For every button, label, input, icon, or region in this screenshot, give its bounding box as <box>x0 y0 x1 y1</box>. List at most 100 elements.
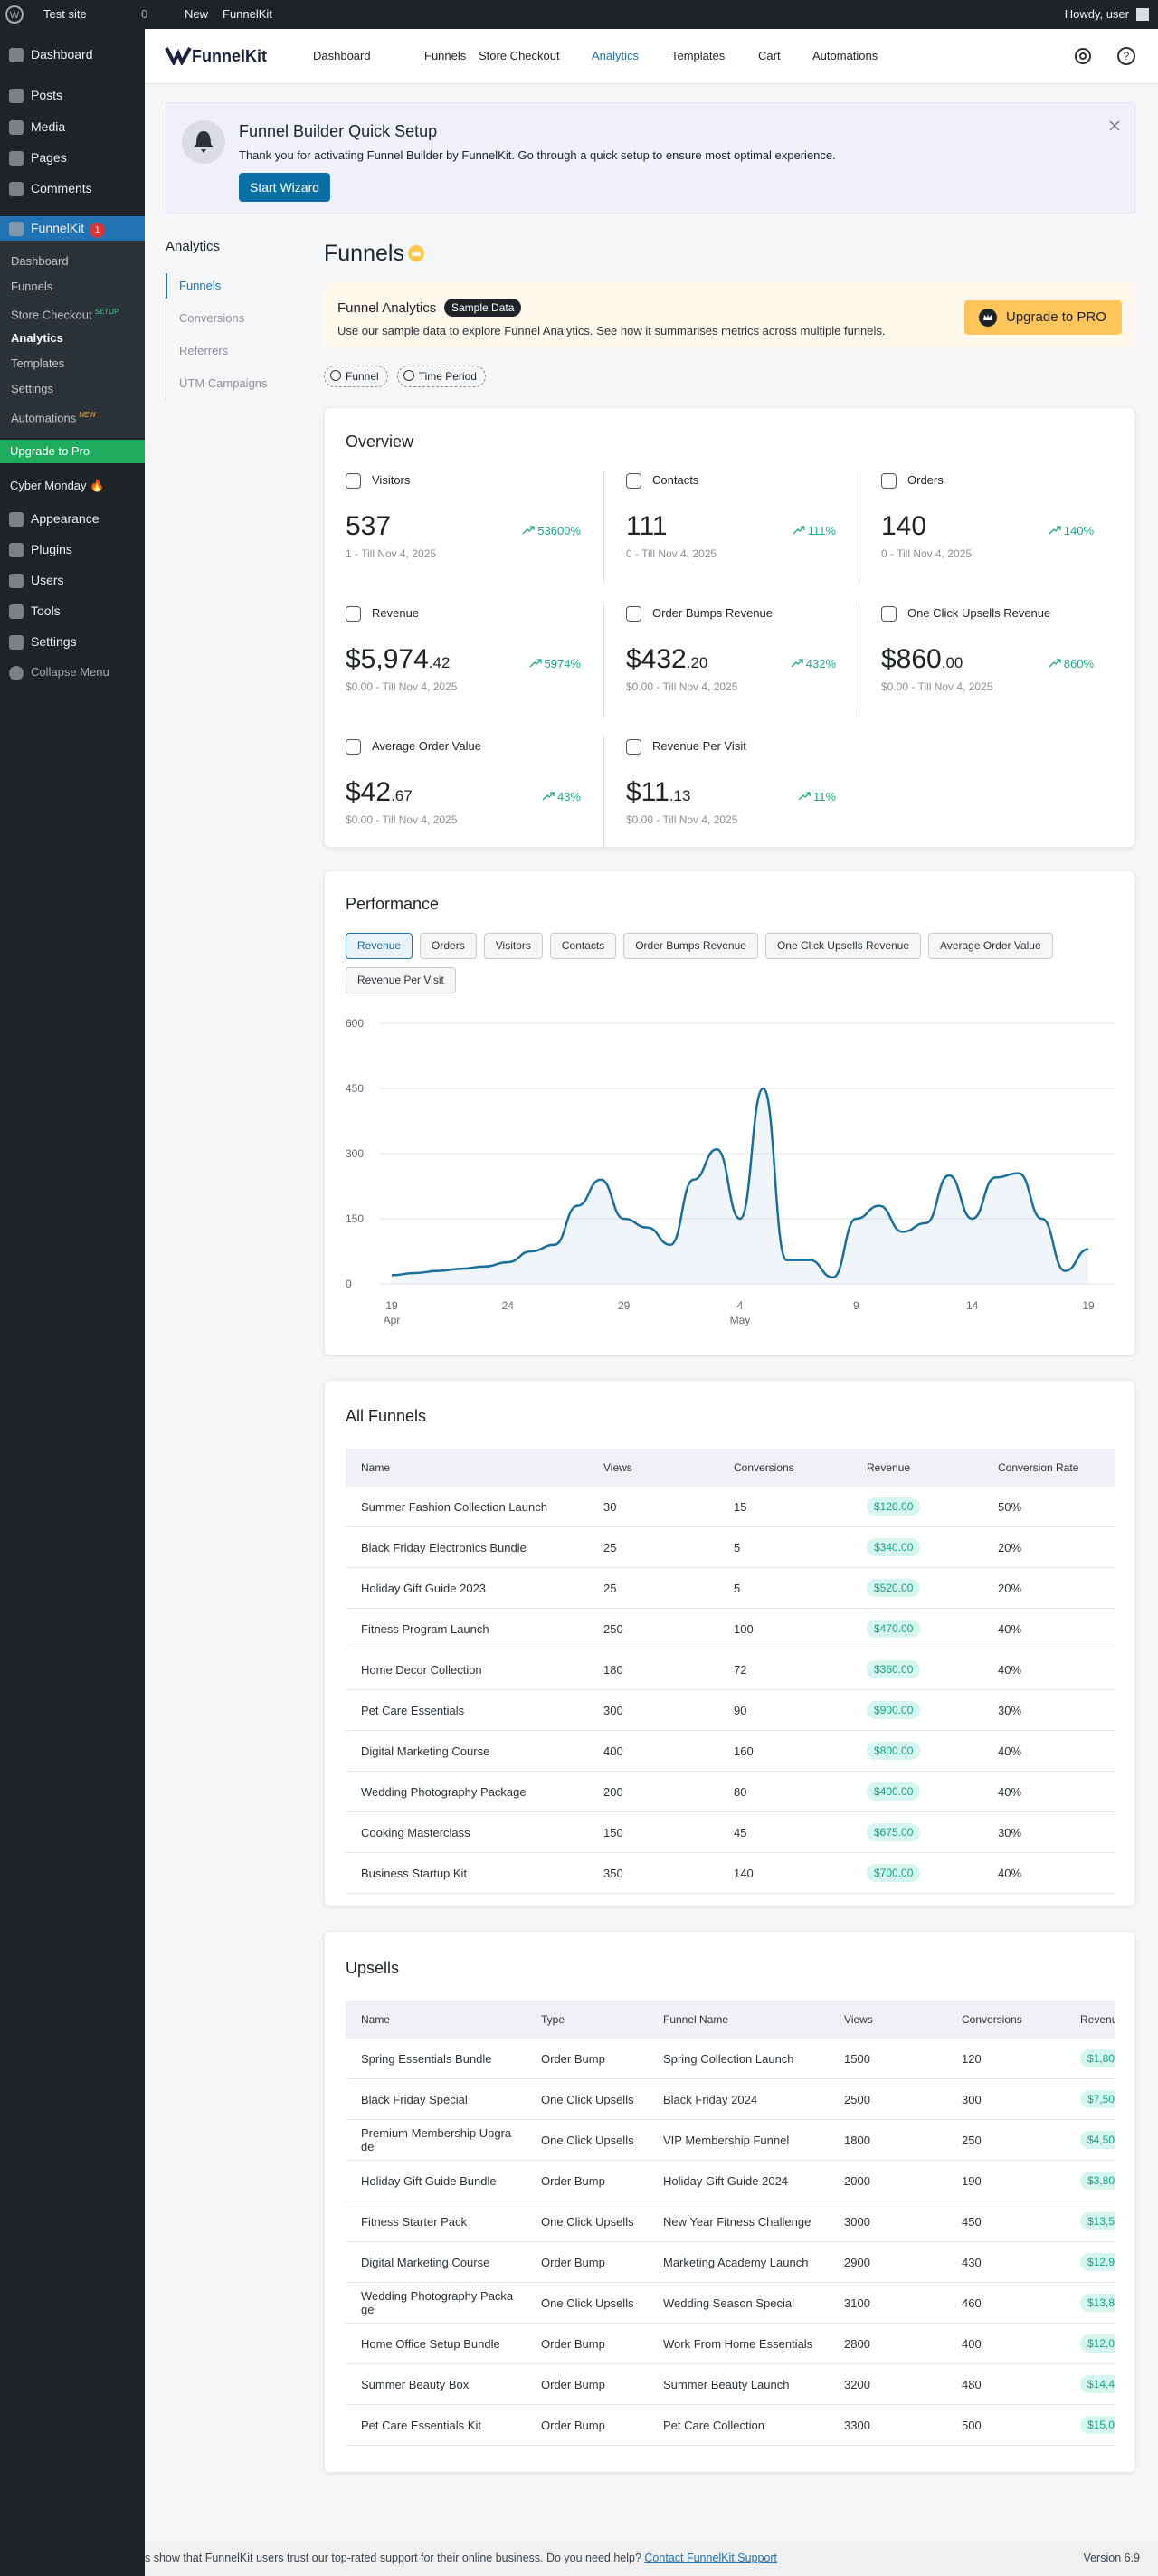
analytics-nav-item[interactable]: Funnels <box>179 279 222 292</box>
upgrade-menu[interactable]: Upgrade to Pro <box>0 440 145 463</box>
funnel-row[interactable]: Black Friday Electronics Bundle 25 5 $340.0… <box>346 1526 1115 1568</box>
wp-logo[interactable]: W <box>5 5 24 24</box>
metric-tab[interactable]: Revenue <box>346 933 413 959</box>
cell: 80 <box>718 1771 851 1812</box>
new-link[interactable]: New <box>185 7 209 21</box>
upgrade-button[interactable]: Upgrade to PRO <box>964 300 1122 335</box>
metric-tab[interactable]: Orders <box>420 933 477 959</box>
plugin-link[interactable]: FunnelKit <box>223 7 272 21</box>
help-icon[interactable]: ? <box>1116 46 1136 66</box>
analytics-nav-item[interactable]: UTM Campaigns <box>179 376 268 390</box>
nav-item[interactable]: Cart <box>758 49 781 62</box>
funnel-row[interactable]: Summer Fashion Collection Launch 30 15 $120… <box>346 1487 1115 1527</box>
submenu-item[interactable]: Analytics <box>11 330 145 347</box>
upsell-row[interactable]: Wedding Photography Package One Click Ups… <box>346 2282 1115 2324</box>
support-link[interactable]: Contact FunnelKit Support <box>644 2552 778 2564</box>
metric-value: 140 <box>881 511 926 542</box>
nav-item[interactable]: Automations <box>812 49 878 62</box>
nav-item[interactable]: Analytics <box>592 49 640 62</box>
menu-item[interactable]: Posts <box>0 84 145 106</box>
submenu-item[interactable]: Settings <box>11 381 145 397</box>
funnel-row[interactable]: Home Decor Collection 180 72 $360.00 40% <box>346 1649 1115 1690</box>
upsell-row[interactable]: Home Office Setup Bundle Order Bump Work F… <box>346 2323 1115 2364</box>
metric-tab[interactable]: One Click Upsells Revenue <box>764 933 922 959</box>
submenu-item[interactable]: Dashboard <box>11 253 145 270</box>
upsell-row[interactable]: Black Friday Special One Click Upsells Bla… <box>346 2078 1115 2120</box>
funnel-row[interactable]: Cooking Masterclass 150 45 $675.00 30% <box>346 1811 1115 1853</box>
brand-name[interactable]: FunnelKit <box>192 47 267 65</box>
upsell-row[interactable]: Digital Marketing Course Order Bump Market… <box>346 2241 1115 2283</box>
upsell-row[interactable]: Fitness Starter Pack One Click Upsells New… <box>346 2201 1115 2242</box>
upsell-row[interactable]: Premium Membership Upgrade One Click Upse… <box>346 2119 1115 2161</box>
menu-item[interactable]: Pages <box>0 147 145 168</box>
nav-item[interactable]: Store Checkout <box>479 49 560 62</box>
trend-arrow <box>1049 526 1061 535</box>
submenu-item[interactable]: Templates <box>11 356 145 372</box>
cell: One Click Upsells <box>526 2078 648 2120</box>
cell: 1500 <box>829 2039 946 2079</box>
nav-item[interactable]: Funnels <box>424 49 467 62</box>
promo-menu[interactable]: Cyber Monday 🔥 <box>10 479 105 492</box>
funnel-row[interactable]: Wedding Photography Package 200 80 $400.00 4… <box>346 1771 1115 1812</box>
greeting[interactable]: Howdy, user <box>1064 7 1129 21</box>
cell-text: 20% <box>998 1540 1022 1554</box>
cell-text: 25 <box>603 1540 617 1554</box>
metric-label: Visitors <box>372 473 411 487</box>
menu-item[interactable]: Appearance <box>0 508 145 529</box>
metric-label: Order Bumps Revenue <box>652 606 773 620</box>
menu-item[interactable]: Dashboard <box>0 43 145 65</box>
plugin-menu[interactable]: FunnelKit 1 <box>0 216 145 241</box>
filter-chip[interactable]: Time Period <box>396 366 486 387</box>
nav-item[interactable]: Dashboard <box>313 49 371 62</box>
submenu-item[interactable]: Automations NEW <box>11 407 145 426</box>
metric-tab[interactable]: Average Order Value <box>928 933 1053 959</box>
funnel-row[interactable]: Pet Care Essentials 300 90 $900.00 30% <box>346 1689 1115 1731</box>
metric-change: 53600% <box>522 524 581 537</box>
settings-icon[interactable] <box>1073 46 1093 66</box>
cell-text: Digital Marketing Course <box>361 1744 490 1758</box>
funnel-row[interactable]: Business Startup Kit 350 140 $700.00 40% <box>346 1852 1115 1894</box>
funnel-row[interactable]: Digital Marketing Course 400 160 $800.00 40% <box>346 1730 1115 1772</box>
menu-item[interactable]: Plugins <box>0 538 145 560</box>
upsell-row[interactable]: Summer Beauty Box Order Bump Summer Beauty… <box>346 2363 1115 2405</box>
cell: Order Bump <box>526 2363 648 2405</box>
filter-chip[interactable]: Funnel <box>324 366 388 387</box>
upsell-row[interactable]: Pet Care Essentials Kit Order Bump Pet Car… <box>346 2404 1115 2446</box>
funnel-row[interactable]: Holiday Gift Guide 2023 25 5 $520.00 20% <box>346 1567 1115 1609</box>
metric-tab[interactable]: Contacts <box>549 933 617 959</box>
metric-value: $42.67 <box>346 777 413 808</box>
analytics-nav-item[interactable]: Referrers <box>179 344 229 357</box>
metric-tab[interactable]: Visitors <box>483 933 543 959</box>
upsell-row[interactable]: Holiday Gift Guide Bundle Order Bump Holid… <box>346 2160 1115 2201</box>
menu-item[interactable]: Settings <box>0 631 145 652</box>
cell: Fitness Program Launch <box>346 1608 588 1649</box>
menu-item[interactable]: Tools <box>0 600 145 622</box>
cell-text: 30% <box>998 1703 1022 1717</box>
cell: One Click Upsells <box>526 2282 648 2324</box>
close-button[interactable] <box>1108 119 1121 132</box>
column-header: Revenue <box>1065 2001 1115 2039</box>
column-header: Views <box>829 2001 946 2039</box>
analytics-nav-item[interactable]: Conversions <box>179 311 245 325</box>
menu-item[interactable]: Media <box>0 116 145 138</box>
metric-change: 432% <box>791 657 836 670</box>
submenu-item[interactable]: Funnels <box>11 279 145 295</box>
submenu-item[interactable]: Store Checkout SETUP <box>11 304 145 323</box>
nav-item[interactable]: Templates <box>671 49 726 62</box>
cell: 30% <box>982 1811 1115 1853</box>
funnel-row[interactable]: Fitness Program Launch 250 100 $470.00 40% <box>346 1608 1115 1649</box>
metric-tab[interactable]: Order Bumps Revenue <box>623 933 758 959</box>
avatar[interactable] <box>1136 8 1149 21</box>
cell: 20% <box>982 1526 1115 1568</box>
comments-count[interactable]: 0 <box>141 7 148 21</box>
site-name[interactable]: Test site <box>43 7 87 21</box>
collapse-menu[interactable]: Collapse Menu <box>0 661 154 683</box>
cell-text: Black Friday Electronics Bundle <box>361 1540 527 1554</box>
cell: 430 <box>946 2241 1065 2283</box>
upsell-row[interactable]: Spring Essentials Bundle Order Bump Spring… <box>346 2039 1115 2079</box>
start-wizard-button[interactable]: Start Wizard <box>239 173 331 202</box>
menu-item[interactable]: Comments <box>0 177 145 199</box>
metric-tab[interactable]: Revenue Per Visit <box>346 967 456 993</box>
menu-item[interactable]: Users <box>0 569 145 591</box>
cell: Fitness Starter Pack <box>346 2201 526 2242</box>
